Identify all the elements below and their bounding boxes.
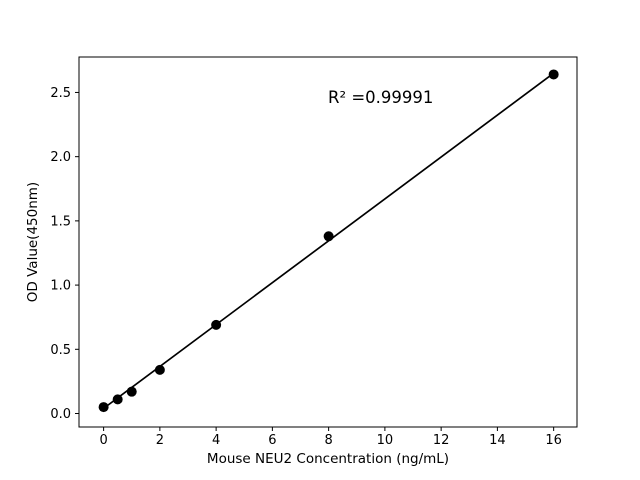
data-point xyxy=(112,394,123,405)
r-squared-annotation: R² =0.99991 xyxy=(328,88,434,107)
x-tick-label: 12 xyxy=(433,433,450,448)
y-axis-label: OD Value(450nm) xyxy=(25,181,41,303)
y-tick-label: 1.0 xyxy=(50,279,71,294)
x-tick-label: 16 xyxy=(545,433,562,448)
data-point xyxy=(98,402,109,413)
plot-border xyxy=(78,56,578,428)
x-tick-label: 6 xyxy=(268,433,276,448)
x-tick-label: 0 xyxy=(99,433,107,448)
data-point xyxy=(126,386,137,397)
y-tick-label: 0.5 xyxy=(50,343,71,358)
x-tick-label: 2 xyxy=(156,433,164,448)
x-tick-label: 14 xyxy=(489,433,506,448)
x-tick-label: 4 xyxy=(212,433,220,448)
y-tick-label: 1.5 xyxy=(50,214,71,229)
x-axis-label: Mouse NEU2 Concentration (ng/mL) xyxy=(206,451,450,467)
data-point xyxy=(154,364,165,375)
x-tick-label: 10 xyxy=(377,433,394,448)
y-tick-label: 0.0 xyxy=(50,407,71,422)
y-tick-label: 2.5 xyxy=(50,86,71,101)
data-point xyxy=(323,231,334,242)
x-tick-label: 8 xyxy=(324,433,332,448)
data-point xyxy=(548,69,559,80)
data-point xyxy=(211,319,222,330)
y-tick-label: 2.0 xyxy=(50,150,71,165)
